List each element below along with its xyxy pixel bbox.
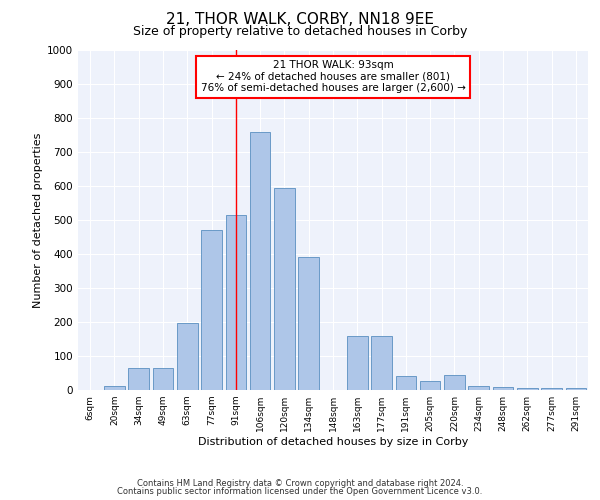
Bar <box>274 188 295 390</box>
X-axis label: Distribution of detached houses by size in Corby: Distribution of detached houses by size … <box>198 437 468 447</box>
Bar <box>152 368 173 390</box>
Text: 21 THOR WALK: 93sqm
← 24% of detached houses are smaller (801)
76% of semi-detac: 21 THOR WALK: 93sqm ← 24% of detached ho… <box>200 60 466 94</box>
Text: Size of property relative to detached houses in Corby: Size of property relative to detached ho… <box>133 25 467 38</box>
Bar <box>395 376 416 390</box>
Bar <box>250 132 271 390</box>
Text: Contains public sector information licensed under the Open Government Licence v3: Contains public sector information licen… <box>118 487 482 496</box>
Bar <box>541 388 562 390</box>
Bar <box>104 386 125 390</box>
Text: 21, THOR WALK, CORBY, NN18 9EE: 21, THOR WALK, CORBY, NN18 9EE <box>166 12 434 28</box>
Bar <box>177 322 197 390</box>
Bar <box>469 386 489 390</box>
Bar <box>566 388 586 390</box>
Y-axis label: Number of detached properties: Number of detached properties <box>33 132 43 308</box>
Bar <box>420 381 440 390</box>
Bar <box>347 336 368 390</box>
Bar <box>128 368 149 390</box>
Bar <box>371 336 392 390</box>
Bar <box>298 258 319 390</box>
Bar <box>201 230 222 390</box>
Bar <box>517 388 538 390</box>
Bar <box>444 374 465 390</box>
Bar <box>226 215 246 390</box>
Text: Contains HM Land Registry data © Crown copyright and database right 2024.: Contains HM Land Registry data © Crown c… <box>137 478 463 488</box>
Bar <box>493 386 514 390</box>
